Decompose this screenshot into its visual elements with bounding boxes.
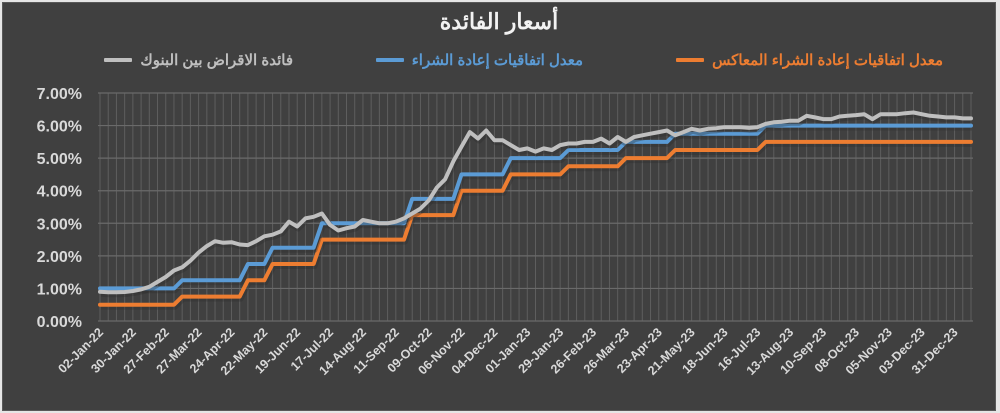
series-line-repo: [98, 123, 973, 291]
legend-item-repo: معدل اتفاقيات إعادة الشراء: [375, 51, 583, 69]
legend-swatch-blue-icon: [375, 58, 404, 62]
legend: معدل اتفاقيات إعادة الشراء المعاكس معدل …: [3, 51, 995, 75]
y-tick-label: 2.00%: [37, 249, 82, 266]
series-line-reverse-repo: [98, 139, 973, 307]
y-tick-label: 4.00%: [37, 184, 82, 201]
y-tick-label: 6.00%: [37, 119, 82, 136]
legend-label: معدل اتفاقيات إعادة الشراء: [411, 52, 583, 69]
series-line-interbank: [98, 110, 973, 295]
y-tick-label: 3.00%: [37, 216, 82, 233]
y-tick-label: 7.00%: [37, 86, 82, 103]
y-tick-label: 5.00%: [37, 151, 82, 168]
legend-item-interbank: فائدة الاقراض بين البنوك: [104, 51, 293, 69]
legend-label: معدل اتفاقيات إعادة الشراء المعاكس: [712, 52, 943, 69]
chart-title: أسعار الفائدة: [439, 9, 559, 34]
legend-swatch-orange-icon: [676, 58, 705, 62]
legend-item-reverse-repo: معدل اتفاقيات إعادة الشراء المعاكس: [676, 51, 943, 69]
gridlines: [98, 92, 973, 322]
y-tick-label: 1.00%: [37, 281, 82, 298]
legend-swatch-gray-icon: [104, 58, 133, 62]
legend-label: فائدة الاقراض بين البنوك: [140, 52, 293, 69]
y-tick-label: 0.00%: [37, 314, 82, 331]
plot-area: 0.00% 1.00% 2.00% 3.00% 4.00% 5.00% 6.00% 7.00%…: [37, 86, 973, 378]
